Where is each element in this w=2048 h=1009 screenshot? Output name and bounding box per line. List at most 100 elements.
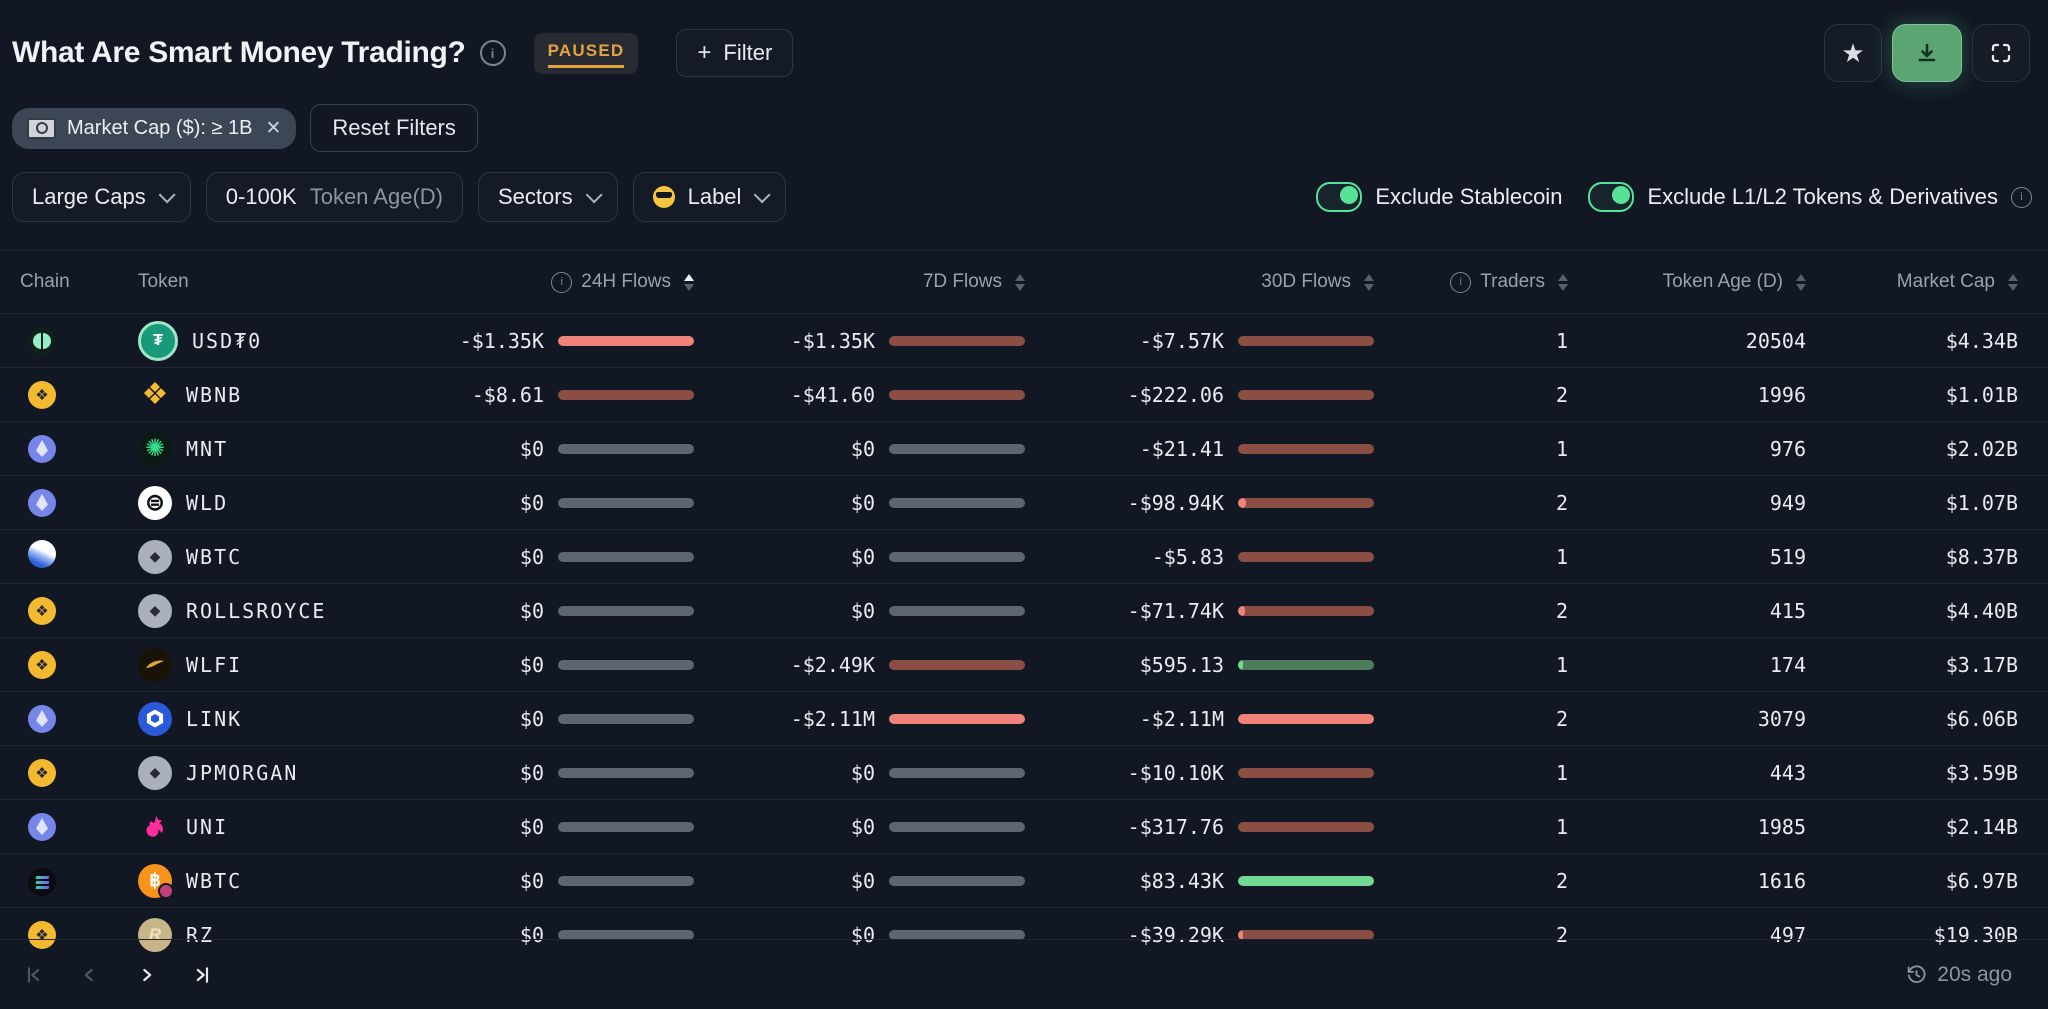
label-dropdown[interactable]: Label bbox=[632, 172, 787, 222]
title-info-icon[interactable]: i bbox=[479, 40, 506, 66]
chain-cell bbox=[20, 434, 138, 463]
column-header-24h-flows[interactable]: i 24H Flows bbox=[400, 271, 694, 293]
exclude-l1l2-toggle[interactable] bbox=[1588, 182, 1635, 212]
column-header-7d-flows[interactable]: 7D Flows bbox=[694, 271, 1025, 293]
page-title: What Are Smart Money Trading? bbox=[12, 36, 466, 69]
token-cell[interactable]: LINK bbox=[138, 701, 400, 736]
flow-7d-bar bbox=[889, 875, 1025, 886]
column-header-label: Traders bbox=[1480, 271, 1545, 292]
usdt0-token-icon: ₮ bbox=[138, 320, 178, 361]
table-row[interactable]: LINK $0 -$2.11M -$2.11M 2 3079 $6.06B bbox=[0, 691, 2048, 745]
token-age-value: 174 bbox=[1769, 652, 1806, 677]
table-row[interactable]: UNI $0 $0 -$317.76 1 1985 $2.14B bbox=[0, 799, 2048, 853]
token-age-filter[interactable]: 0-100K Token Age(D) bbox=[205, 172, 463, 222]
table-row[interactable]: ❖ ◆ JPMORGAN $0 $0 -$10.10K 1 443 $3.59B bbox=[0, 745, 2048, 799]
token-cell[interactable]: ❖ WBNB bbox=[138, 378, 400, 412]
market-cap-value: $4.40B bbox=[1945, 598, 2018, 623]
table-row[interactable]: ❖ WLFI $0 -$2.49K $595.13 1 174 $3.17B bbox=[0, 637, 2048, 691]
token-cell[interactable]: ⊜ WLD bbox=[138, 485, 400, 520]
flow-24h-cell: $0 bbox=[400, 923, 694, 947]
token-cell[interactable]: ฿ WBTC bbox=[138, 863, 400, 899]
table-row[interactable]: ⊜ WLD $0 $0 -$98.94K 2 949 $1.07B bbox=[0, 475, 2048, 529]
chain-cell bbox=[20, 865, 138, 896]
large-caps-label: Large Caps bbox=[32, 184, 146, 209]
traders-value: 2 bbox=[1555, 706, 1568, 731]
table-row[interactable]: ✺ MNT $0 $0 -$21.41 1 976 $2.02B bbox=[0, 421, 2048, 475]
l1l2-info-icon[interactable]: i bbox=[2011, 186, 2032, 208]
download-button[interactable] bbox=[1892, 24, 1962, 82]
flow-30d-value: -$2.11M bbox=[1139, 706, 1224, 731]
table-footer: 20s ago bbox=[0, 939, 2048, 1009]
table-row[interactable]: ❖ R RZ $0 $0 -$39.29K 2 497 $19.30B bbox=[0, 907, 2048, 961]
flow-7d-bar bbox=[889, 443, 1025, 454]
token-cell[interactable]: ₮ USD₮0 bbox=[138, 320, 400, 361]
toggle-knob bbox=[1340, 186, 1359, 204]
top-actions: ★ bbox=[1824, 24, 2030, 82]
token-cell[interactable]: ◆ ROLLSROYCE bbox=[138, 593, 400, 628]
first-page-button[interactable] bbox=[24, 965, 44, 985]
sectors-dropdown[interactable]: Sectors bbox=[478, 172, 618, 222]
bnb-chain-icon: ❖ bbox=[28, 596, 56, 625]
sectors-label: Sectors bbox=[498, 184, 573, 209]
flow-24h-cell: $0 bbox=[400, 761, 694, 785]
info-icon[interactable]: i bbox=[551, 271, 573, 293]
bnb-chain-icon: ❖ bbox=[28, 650, 56, 679]
traders-value: 1 bbox=[1555, 652, 1568, 677]
flow-24h-value: $0 bbox=[519, 598, 544, 623]
status-badge: PAUSED bbox=[533, 32, 639, 74]
large-caps-dropdown[interactable]: Large Caps bbox=[12, 172, 191, 222]
next-page-button[interactable] bbox=[136, 965, 156, 985]
flow-30d-bar bbox=[1238, 335, 1374, 346]
token-cell[interactable]: ✺ MNT bbox=[138, 431, 400, 466]
flow-24h-bar bbox=[558, 497, 694, 508]
column-header-token-age-d-[interactable]: Token Age (D) bbox=[1568, 271, 1806, 293]
token-cell[interactable]: WLFI bbox=[138, 647, 400, 682]
banknote-icon bbox=[27, 117, 56, 139]
remove-filter-icon[interactable]: ✕ bbox=[265, 117, 282, 139]
token-age-value: 1996 bbox=[1757, 382, 1806, 407]
market-cap-value: $8.37B bbox=[1945, 544, 2018, 569]
last-page-button[interactable] bbox=[192, 965, 212, 985]
market-cap-filter-chip[interactable]: Market Cap ($): ≥ 1B ✕ bbox=[12, 107, 297, 149]
sunglasses-icon bbox=[652, 186, 675, 208]
table-row[interactable]: ❖ ◆ ROLLSROYCE $0 $0 -$71.74K 2 415 $4.4… bbox=[0, 583, 2048, 637]
eth-chain-icon bbox=[28, 488, 56, 517]
add-filter-button[interactable]: + Filter bbox=[676, 29, 794, 77]
sort-arrows-icon bbox=[684, 273, 694, 291]
history-icon bbox=[1907, 965, 1926, 983]
flow-7d-value: $0 bbox=[850, 922, 875, 947]
chain-cell: ❖ bbox=[20, 380, 138, 409]
column-header-label: 24H Flows bbox=[581, 271, 671, 292]
flow-7d-cell: $0 bbox=[694, 869, 1025, 893]
flow-24h-cell: $0 bbox=[400, 869, 694, 893]
table-row[interactable]: ฿ WBTC $0 $0 $83.43K 2 1616 $6.97B bbox=[0, 853, 2048, 907]
token-age-value: 1985 bbox=[1757, 814, 1806, 839]
token-cell[interactable]: ◆ JPMORGAN bbox=[138, 755, 400, 790]
flow-30d-cell: $83.43K bbox=[1025, 869, 1374, 893]
column-header-traders[interactable]: i Traders bbox=[1374, 271, 1568, 293]
flow-7d-value: $0 bbox=[850, 436, 875, 461]
info-icon[interactable]: i bbox=[1450, 271, 1472, 293]
token-age-value: 976 bbox=[1769, 436, 1806, 461]
favorite-button[interactable]: ★ bbox=[1824, 24, 1882, 82]
column-header-market-cap[interactable]: Market Cap bbox=[1806, 271, 2018, 293]
flow-7d-value: -$2.49K bbox=[790, 652, 875, 677]
token-cell[interactable]: R RZ bbox=[138, 917, 400, 952]
chain-cell bbox=[20, 812, 138, 841]
column-header-30d-flows[interactable]: 30D Flows bbox=[1025, 271, 1374, 293]
link-token-icon bbox=[138, 701, 172, 736]
fullscreen-button[interactable] bbox=[1972, 24, 2030, 82]
table-row[interactable]: ₮ USD₮0 -$1.35K -$1.35K -$7.57K 1 20504 … bbox=[0, 313, 2048, 367]
token-age-unit-label: Token Age(D) bbox=[309, 184, 443, 209]
flow-30d-bar bbox=[1238, 767, 1374, 778]
token-cell[interactable]: ◆ WBTC bbox=[138, 539, 400, 574]
table-row[interactable]: ❖ ❖ WBNB -$8.61 -$41.60 -$222.06 2 1996 … bbox=[0, 367, 2048, 421]
mnt-token-icon: ✺ bbox=[138, 431, 172, 466]
exclude-stablecoin-toggle[interactable] bbox=[1316, 182, 1363, 212]
token-cell[interactable]: UNI bbox=[138, 810, 400, 844]
reset-filters-button[interactable]: Reset Filters bbox=[310, 104, 478, 152]
flow-24h-cell: $0 bbox=[400, 491, 694, 515]
table-row[interactable]: ◆ WBTC $0 $0 -$5.83 1 519 $8.37B bbox=[0, 529, 2048, 583]
previous-page-button[interactable] bbox=[80, 965, 100, 985]
token-symbol: LINK bbox=[186, 706, 243, 731]
